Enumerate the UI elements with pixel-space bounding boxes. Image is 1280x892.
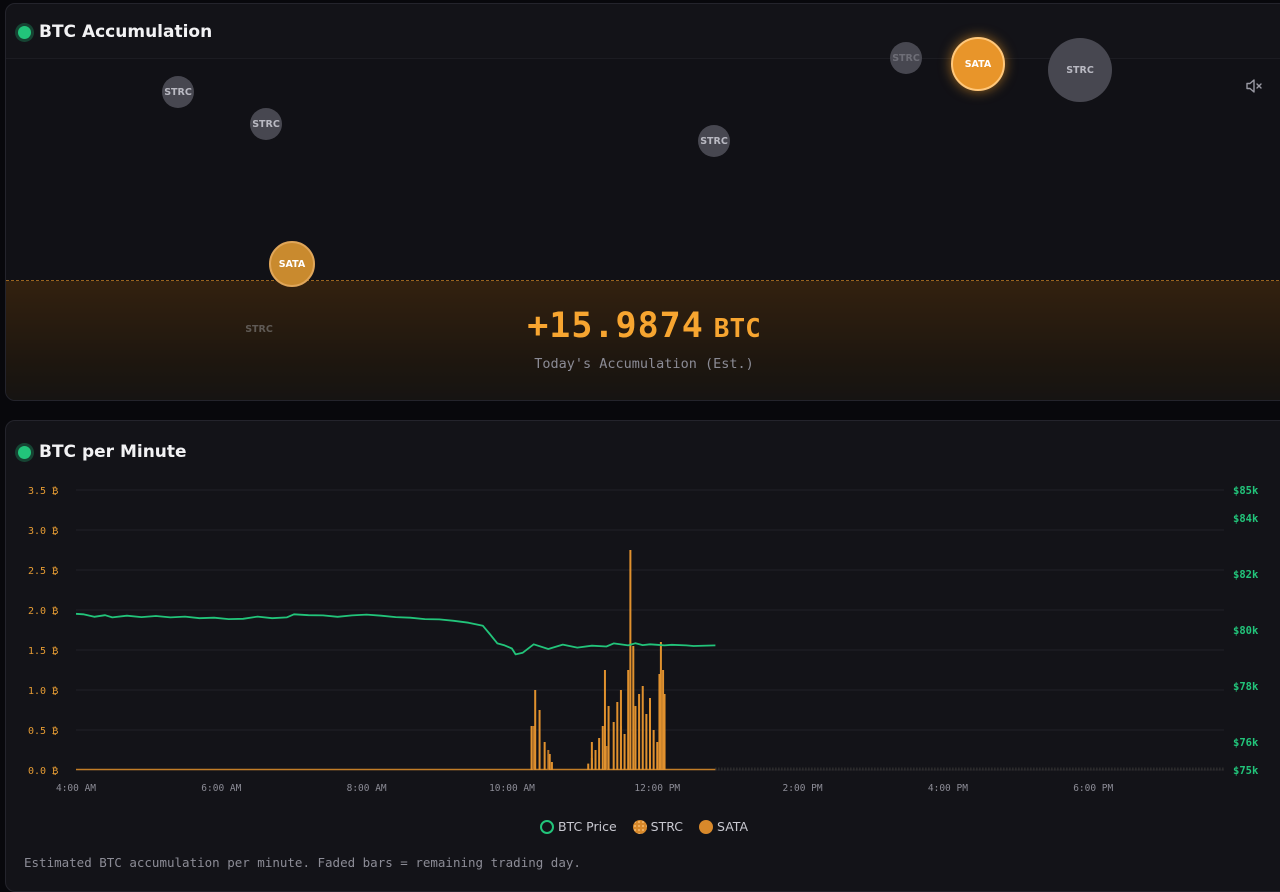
x-axis-tick-label: 4:00 AM bbox=[56, 783, 96, 794]
line-swatch-icon bbox=[539, 819, 554, 834]
sata-bar bbox=[603, 670, 606, 770]
x-axis-tick-label: 4:00 PM bbox=[928, 783, 968, 794]
legend-item-strc[interactable]: STRC bbox=[632, 819, 684, 834]
x-axis-tick-label: 6:00 PM bbox=[1073, 783, 1113, 794]
sata-bar bbox=[587, 763, 590, 770]
y-axis-tick-label: 3.5 ₿ bbox=[28, 486, 58, 497]
x-axis-tick-label: 10:00 AM bbox=[489, 783, 535, 794]
live-status-dot-icon bbox=[18, 445, 31, 459]
sata-bar bbox=[645, 714, 648, 770]
sata-bar bbox=[550, 762, 553, 770]
solid-swatch-icon bbox=[699, 819, 714, 834]
accumulation-panel: BTC Accumulation STRC STRC STRC STRC STR… bbox=[5, 3, 1280, 401]
sata-bar bbox=[619, 690, 622, 770]
y-axis-tick-label: 2.5 ₿ bbox=[28, 566, 58, 577]
bubble-sata: SATA bbox=[951, 37, 1005, 91]
accumulation-title: BTC Accumulation bbox=[39, 22, 213, 42]
accumulation-label: Today's Accumulation (Est.) bbox=[534, 356, 754, 372]
sata-bar bbox=[548, 754, 551, 770]
sata-bar bbox=[632, 646, 635, 770]
bubble-strc-large: STRC bbox=[1048, 38, 1112, 102]
accumulation-header: BTC Accumulation bbox=[18, 22, 212, 42]
chart-legend: BTC Price STRC SATA bbox=[6, 819, 1280, 834]
sata-bar bbox=[662, 670, 665, 770]
y-axis-tick-label: 1.0 ₿ bbox=[28, 686, 58, 697]
sata-bar bbox=[649, 698, 651, 770]
strc-bar bbox=[605, 746, 608, 770]
x-axis-tick-label: 12:00 PM bbox=[634, 783, 680, 794]
y-axis-tick-label: 1.5 ₿ bbox=[28, 646, 58, 657]
y2-axis-tick-label: $76k bbox=[1233, 737, 1259, 749]
btc-per-minute-panel: BTC per Minute 0.0 ₿ 0.5 ₿ 1.0 ₿ 1.5 ₿ 2.0 ₿… bbox=[5, 420, 1280, 892]
strc-bar bbox=[532, 726, 535, 770]
bpm-header: BTC per Minute bbox=[18, 442, 187, 462]
chart-footnote: Estimated BTC accumulation per minute. F… bbox=[24, 855, 581, 870]
sata-bar bbox=[623, 734, 626, 770]
x-axis-tick-label: 2:00 PM bbox=[783, 783, 823, 794]
bubble-strc-faded: STRC bbox=[245, 323, 273, 335]
y2-axis-tick-label: $78k bbox=[1233, 681, 1259, 693]
accumulation-floor bbox=[6, 280, 1280, 400]
bubble-strc: STRC bbox=[162, 76, 194, 108]
sata-bar bbox=[601, 726, 604, 770]
sata-bar bbox=[612, 722, 615, 770]
sata-bar bbox=[598, 738, 601, 770]
sata-bar bbox=[634, 706, 637, 770]
y2-axis-tick-label: $84k bbox=[1233, 513, 1259, 525]
y-axis-tick-label: 3.0 ₿ bbox=[28, 526, 58, 537]
x-axis-tick-label: 6:00 AM bbox=[201, 783, 241, 794]
strc-bar bbox=[547, 750, 550, 770]
x-axis-tick-label: 8:00 AM bbox=[347, 783, 387, 794]
accumulation-value: +15.9874 BTC bbox=[6, 306, 1280, 346]
accumulation-unit: BTC bbox=[713, 314, 761, 344]
y2-axis-tick-label: $82k bbox=[1233, 569, 1259, 581]
btc-price-line bbox=[75, 612, 716, 656]
sata-bar bbox=[530, 726, 533, 770]
y2-axis-tick-label: $85k bbox=[1233, 485, 1259, 497]
sata-bar bbox=[534, 690, 537, 770]
legend-item-btc-price[interactable]: BTC Price bbox=[539, 819, 617, 834]
bpm-title: BTC per Minute bbox=[39, 442, 187, 462]
sata-bar bbox=[663, 694, 666, 770]
sata-bar bbox=[616, 702, 619, 770]
sata-bar bbox=[658, 674, 661, 770]
sata-bar bbox=[652, 730, 655, 770]
sata-bar bbox=[543, 742, 546, 770]
y-axis-tick-label: 0.5 ₿ bbox=[28, 726, 58, 737]
bubble-strc: STRC bbox=[698, 125, 730, 157]
y2-axis-tick-label: $75k bbox=[1233, 765, 1259, 777]
y2-axis-tick-label: $80k bbox=[1233, 625, 1259, 637]
y-axis-tick-label: 2.0 ₿ bbox=[28, 606, 58, 617]
accumulation-number: +15.9874 bbox=[527, 306, 704, 346]
hatched-swatch-icon bbox=[632, 819, 647, 834]
sata-bar bbox=[594, 750, 597, 770]
header-divider bbox=[6, 58, 1280, 59]
sata-bar bbox=[590, 742, 593, 770]
sata-bar bbox=[607, 706, 610, 770]
mute-icon[interactable] bbox=[1244, 76, 1264, 96]
bubble-strc: STRC bbox=[890, 42, 922, 74]
sata-bar bbox=[629, 550, 632, 770]
live-status-dot-icon bbox=[18, 25, 31, 39]
bubble-sata: SATA bbox=[269, 241, 315, 287]
y-axis-tick-label: 0.0 ₿ bbox=[28, 766, 58, 777]
sata-bar bbox=[641, 686, 644, 770]
legend-label: BTC Price bbox=[557, 819, 617, 834]
sata-bar bbox=[656, 742, 659, 770]
legend-item-sata[interactable]: SATA bbox=[699, 819, 748, 834]
bubble-strc: STRC bbox=[250, 108, 282, 140]
legend-label: SATA bbox=[717, 819, 749, 834]
sata-bar bbox=[659, 642, 662, 770]
btc-per-minute-chart[interactable]: 0.0 ₿ 0.5 ₿ 1.0 ₿ 1.5 ₿ 2.0 ₿ 2.5 ₿ 3.0 ₿ 3.5 ₿… bbox=[6, 421, 1280, 811]
legend-label: STRC bbox=[650, 819, 684, 834]
sata-bar bbox=[627, 670, 630, 770]
sata-bar bbox=[638, 694, 641, 770]
sata-bar bbox=[538, 710, 541, 770]
